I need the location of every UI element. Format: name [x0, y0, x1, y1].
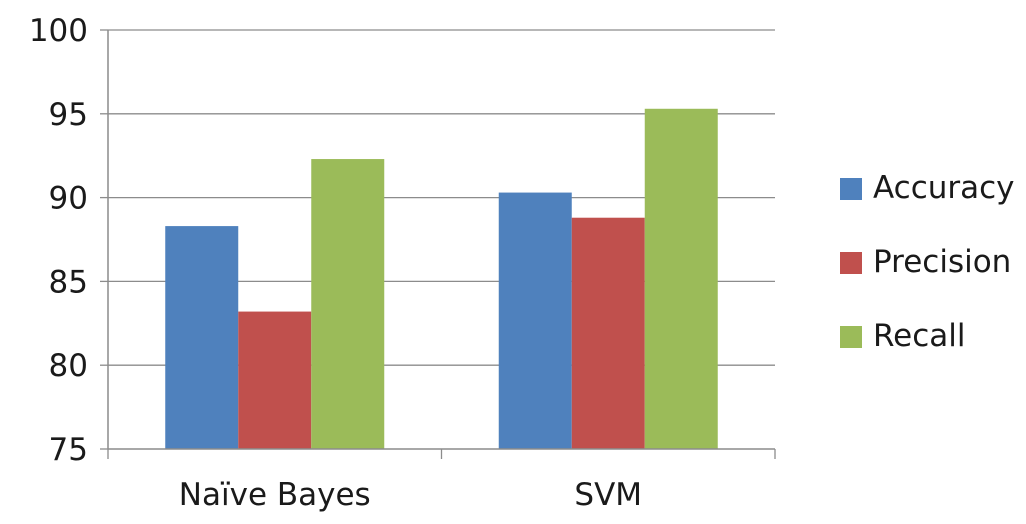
x-category-label: SVM [574, 477, 642, 513]
bar-accuracy-2 [498, 192, 572, 449]
y-tick-label: 100 [29, 13, 88, 49]
legend-label-recall: Recall [873, 318, 966, 354]
bar-precision-1 [238, 311, 312, 449]
y-tick-label: 75 [49, 432, 88, 468]
legend: Accuracy Precision Recall [840, 170, 1015, 354]
y-tick-label: 80 [49, 348, 88, 384]
bar-precision-2 [571, 217, 645, 449]
legend-swatch-precision [840, 252, 862, 274]
legend-swatch-accuracy [840, 178, 862, 200]
legend-swatch-recall [840, 326, 862, 348]
bar-recall-1 [311, 159, 385, 449]
bar-recall-2 [644, 108, 718, 449]
y-tick-label: 95 [49, 97, 88, 133]
bars [165, 108, 718, 449]
y-tick-label: 85 [49, 264, 88, 300]
legend-label-precision: Precision [873, 244, 1011, 280]
x-category-label: Naïve Bayes [179, 477, 371, 513]
y-tick-label: 90 [49, 181, 88, 217]
legend-label-accuracy: Accuracy [873, 170, 1015, 206]
bar-accuracy-1 [165, 226, 239, 449]
axes: 75 80 85 90 95 100 Naïve Bayes SVM [29, 13, 776, 513]
